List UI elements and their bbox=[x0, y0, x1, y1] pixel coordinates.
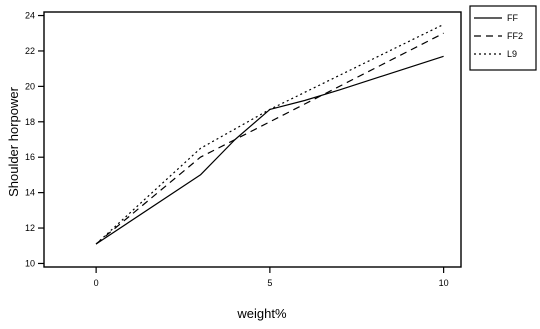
series-line-l9 bbox=[95, 23, 444, 245]
y-axis-ticks: 10 12 14 16 18 20 22 24 bbox=[25, 11, 44, 268]
legend-label-ff2: FF2 bbox=[507, 31, 523, 41]
y-tick-label: 12 bbox=[25, 223, 35, 233]
series-line-ff bbox=[95, 55, 444, 245]
legend: FF FF2 L9 bbox=[469, 5, 537, 71]
series-line-ff2 bbox=[95, 32, 444, 245]
y-tick-label: 10 bbox=[25, 258, 35, 268]
y-tick-label: 18 bbox=[25, 117, 35, 127]
y-tick-label: 20 bbox=[25, 81, 35, 91]
plot-frame bbox=[43, 11, 462, 268]
y-tick-label: 14 bbox=[25, 188, 35, 198]
y-tick-label: 24 bbox=[25, 11, 35, 21]
legend-label-ff: FF bbox=[507, 13, 518, 23]
y-tick-label: 16 bbox=[25, 152, 35, 162]
x-tick-label: 5 bbox=[267, 278, 272, 288]
x-tick-label: 0 bbox=[94, 278, 99, 288]
y-tick-label: 22 bbox=[25, 46, 35, 56]
x-tick-label: 10 bbox=[439, 278, 449, 288]
x-axis-ticks: 0 5 10 bbox=[94, 267, 449, 288]
y-axis-label: Shoulder horpower bbox=[6, 86, 21, 197]
x-axis-label: weight% bbox=[236, 306, 287, 321]
legend-box bbox=[469, 5, 537, 71]
legend-label-l9: L9 bbox=[507, 49, 517, 59]
series-lines bbox=[95, 23, 444, 245]
